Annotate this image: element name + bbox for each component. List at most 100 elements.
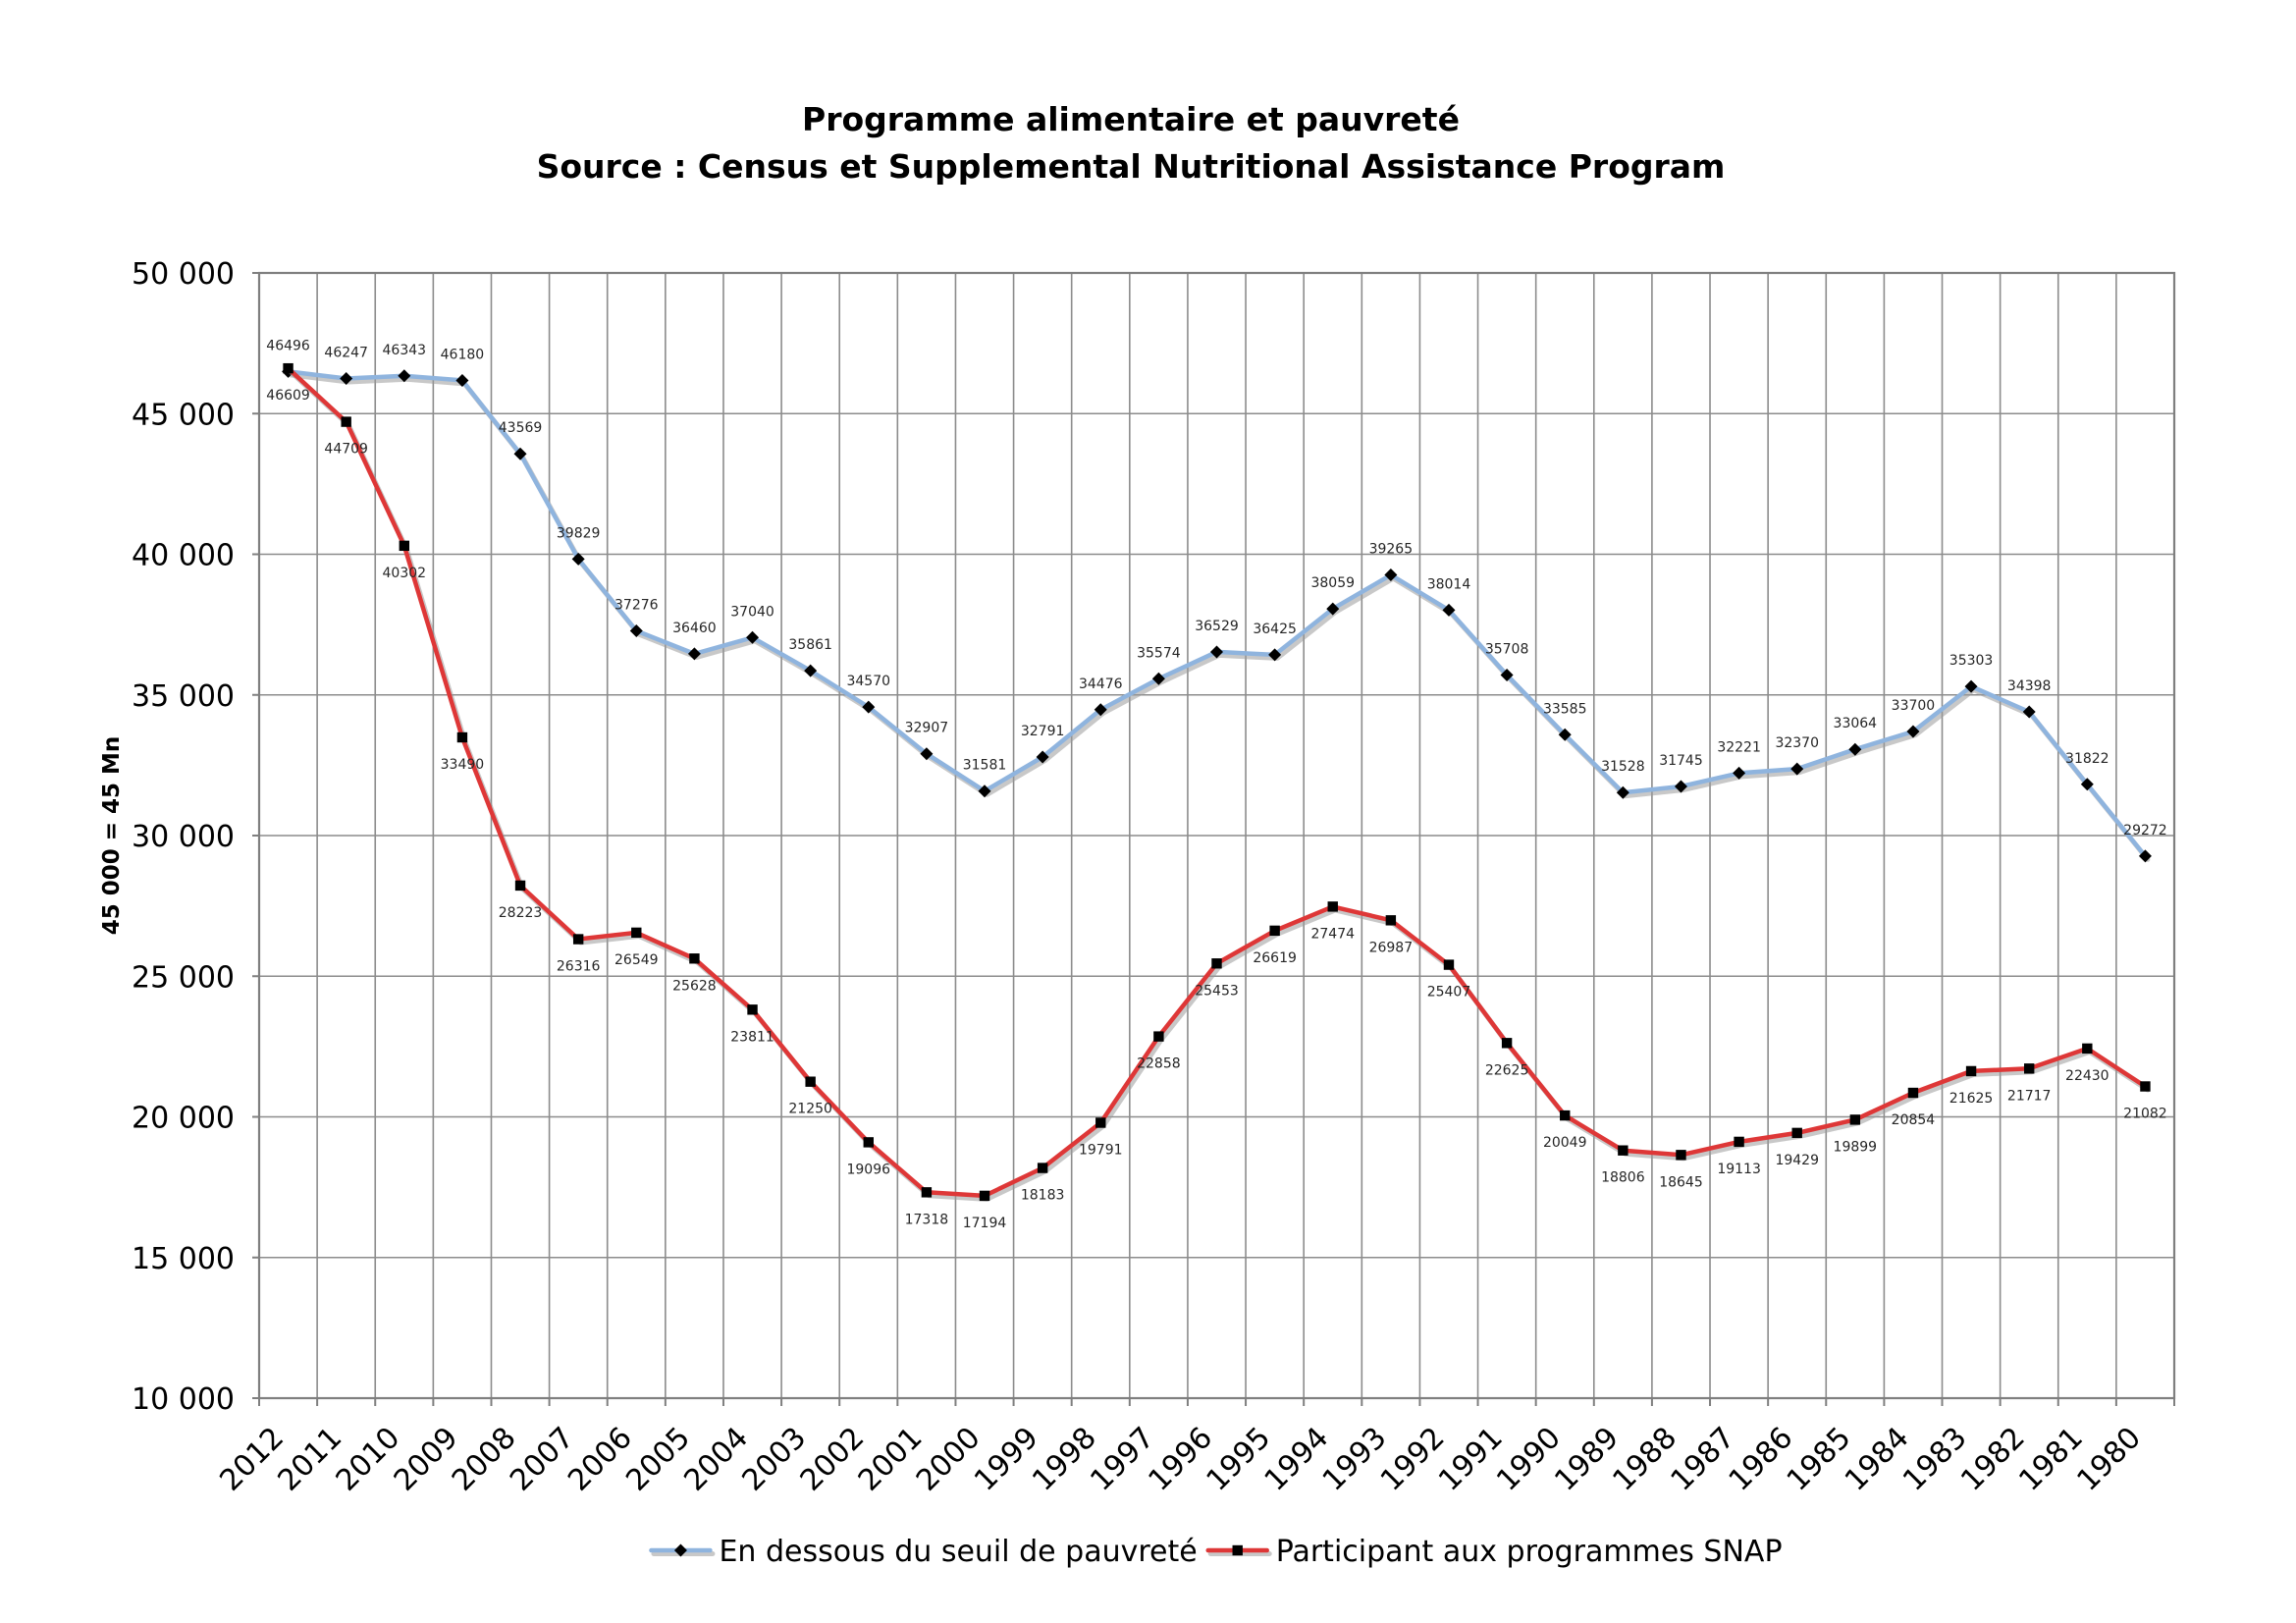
legend: En dessous du seuil de pauvreté Participa… — [649, 1535, 1783, 1569]
data-label: 19429 — [1775, 1153, 1819, 1168]
data-point-diamond — [1326, 602, 1340, 616]
y-tick-label: 10 000 — [132, 1382, 235, 1417]
legend-label: Participant aux programmes SNAP — [1276, 1535, 1783, 1569]
legend-marker-square — [1232, 1544, 1243, 1556]
data-point-diamond — [1906, 725, 1920, 738]
data-point-square — [689, 953, 700, 964]
legend-label: En dessous du seuil de pauvreté — [719, 1535, 1197, 1569]
data-point-square — [747, 1004, 758, 1015]
chart-title: Programme alimentaire et pauvreté — [802, 100, 1460, 138]
data-label: 19791 — [1079, 1142, 1123, 1158]
gridlines — [259, 273, 2174, 1398]
data-label: 35574 — [1137, 645, 1181, 661]
data-point-square — [341, 416, 351, 427]
data-point-square — [1037, 1163, 1048, 1173]
data-point-square — [456, 731, 468, 743]
data-label: 46247 — [324, 346, 368, 361]
data-point-diamond — [1036, 750, 1049, 764]
data-label: 26549 — [614, 952, 659, 968]
y-tick-label: 35 000 — [132, 679, 235, 714]
data-point-square — [631, 927, 642, 939]
data-point-diamond — [1848, 742, 1862, 756]
data-label: 22858 — [1137, 1056, 1181, 1072]
data-point-diamond — [1442, 603, 1456, 617]
data-point-diamond — [1733, 766, 1746, 780]
y-tick-label: 40 000 — [132, 539, 235, 573]
data-point-square — [572, 934, 584, 945]
data-label: 27474 — [1310, 926, 1355, 942]
data-label: 19899 — [1834, 1139, 1878, 1155]
data-label: 44709 — [324, 442, 368, 458]
legend-item: Participant aux programmes SNAP — [1205, 1535, 1783, 1569]
data-label: 25453 — [1195, 983, 1239, 999]
data-point-diamond — [1094, 703, 1107, 717]
data-point-square — [1443, 959, 1455, 970]
data-point-square — [921, 1187, 933, 1198]
data-label: 26619 — [1253, 950, 1297, 966]
data-label: 36460 — [672, 621, 717, 636]
data-label: 34398 — [2007, 678, 2052, 694]
data-label: 31822 — [2065, 751, 2109, 767]
data-point-square — [2023, 1063, 2035, 1074]
chart-subtitle: Source : Census et Supplemental Nutritio… — [537, 147, 1726, 186]
data-point-diamond — [340, 372, 353, 386]
data-label: 34570 — [846, 674, 890, 689]
data-label: 31528 — [1601, 759, 1645, 775]
data-point-diamond — [920, 747, 934, 761]
data-point-diamond — [1151, 672, 1165, 685]
data-point-square — [1095, 1117, 1106, 1128]
data-label: 43569 — [499, 420, 543, 436]
data-label: 33490 — [441, 757, 485, 773]
data-label: 31745 — [1659, 753, 1703, 769]
data-label: 35708 — [1485, 641, 1529, 657]
data-point-square — [863, 1137, 874, 1148]
data-point-square — [1211, 958, 1222, 969]
data-point-diamond — [398, 369, 411, 383]
data-point-square — [1153, 1031, 1164, 1042]
data-point-square — [514, 880, 526, 892]
data-point-diamond — [804, 664, 818, 677]
data-label: 22625 — [1485, 1062, 1529, 1078]
data-label: 23811 — [730, 1029, 774, 1045]
y-axis-title: 45 000 = 45 Mn — [99, 736, 125, 936]
data-label: 17194 — [963, 1216, 1007, 1231]
data-label: 18806 — [1601, 1170, 1645, 1186]
data-point-diamond — [1500, 668, 1514, 681]
data-label: 25628 — [672, 978, 717, 994]
data-label: 19096 — [846, 1162, 890, 1177]
y-tick-label: 50 000 — [132, 257, 235, 292]
data-label: 33064 — [1834, 716, 1878, 731]
data-label: 21250 — [788, 1102, 832, 1117]
data-point-square — [1501, 1038, 1513, 1049]
data-point-diamond — [513, 447, 527, 460]
data-point-diamond — [746, 630, 760, 644]
data-label: 46609 — [266, 388, 310, 404]
series-1 — [282, 364, 2152, 863]
data-label: 32221 — [1717, 739, 1761, 755]
data-label: 28223 — [499, 905, 543, 921]
data-label: 33700 — [1892, 698, 1936, 714]
data-labels: 46496 46247 46343 46180 43569 39829 37276 36460… — [266, 338, 2166, 1231]
data-label: 37276 — [614, 598, 659, 614]
data-point-square — [1269, 925, 1280, 937]
data-point-diamond — [1674, 780, 1687, 793]
data-label: 39829 — [557, 525, 601, 541]
data-label: 46343 — [383, 343, 427, 358]
y-tick-label: 45 000 — [132, 398, 235, 432]
data-point-diamond — [2138, 849, 2152, 863]
y-tick-label: 15 000 — [132, 1242, 235, 1276]
data-label: 32370 — [1775, 735, 1819, 751]
y-tick-label: 25 000 — [132, 960, 235, 995]
data-label: 26987 — [1369, 940, 1414, 955]
data-label: 38059 — [1310, 575, 1355, 591]
data-label: 32791 — [1021, 724, 1065, 739]
data-label: 33585 — [1543, 701, 1587, 717]
y-tick-label: 20 000 — [132, 1102, 235, 1136]
data-label: 21717 — [2007, 1088, 2052, 1104]
data-point-diamond — [1616, 785, 1629, 799]
data-point-square — [1385, 915, 1397, 926]
series-group — [282, 362, 2152, 1202]
data-label: 37040 — [730, 604, 774, 620]
data-label: 36529 — [1195, 619, 1239, 634]
